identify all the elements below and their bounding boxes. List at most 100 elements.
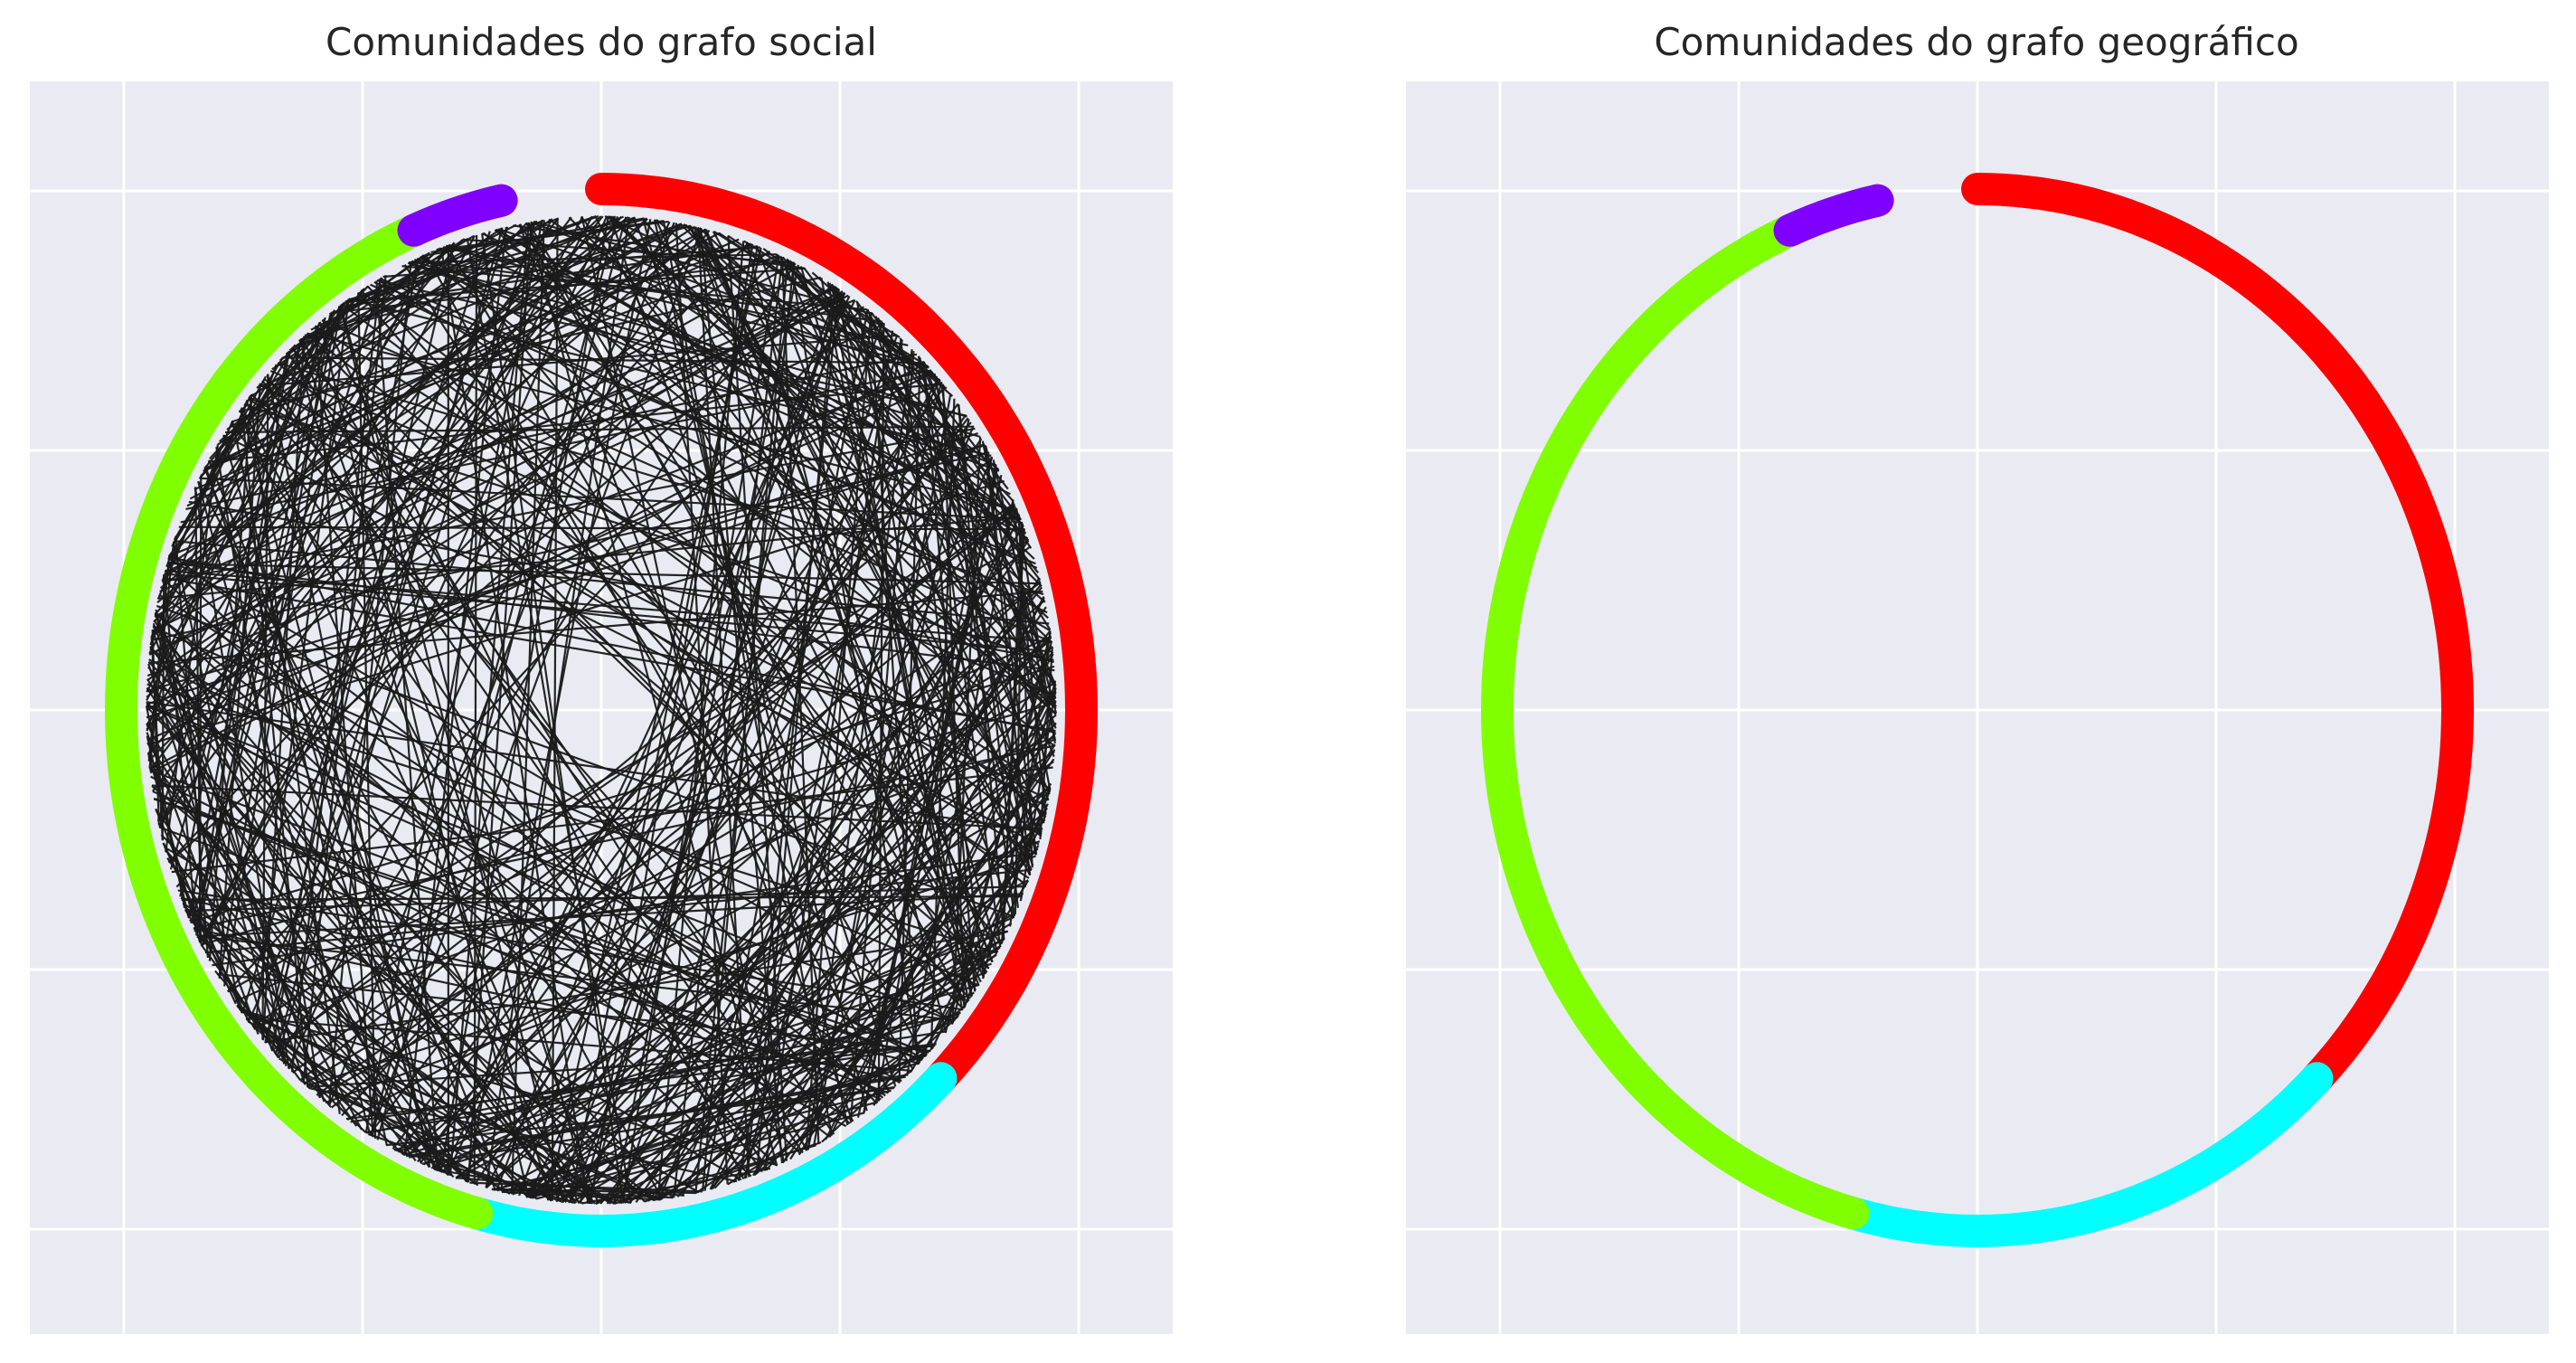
graph-edge (737, 339, 903, 1181)
graph-edge (203, 223, 686, 470)
graph-edge (416, 503, 1015, 1163)
graph-edge (251, 502, 1015, 1028)
graph-edge (917, 803, 1049, 1065)
graph-edge (421, 1085, 895, 1165)
graph-edge (166, 561, 1055, 672)
graph-edge (204, 868, 1033, 954)
graph-edge (189, 919, 616, 1205)
graph-edge (642, 218, 868, 1112)
graph-edge (198, 229, 711, 942)
geo-graph-title: Comunidades do grafo geográfico (1654, 20, 2299, 64)
graph-edge (303, 639, 1052, 1085)
graph-edge (306, 332, 965, 1010)
graph-edge (203, 254, 779, 470)
graph-edge (290, 347, 971, 999)
graph-edge (346, 737, 1056, 1121)
graph-edge (151, 215, 604, 792)
graph-edge (155, 809, 417, 1162)
graph-edge (341, 303, 1043, 838)
graph-edge (467, 222, 533, 1183)
graph-edge (151, 785, 656, 1202)
graph-edge (339, 305, 565, 1203)
community-arc-2 (1481, 184, 1894, 1230)
graph-edge (599, 651, 1054, 1205)
graph-edge (212, 851, 1037, 967)
graph-edge (370, 216, 618, 1136)
graph-edge (146, 732, 259, 1035)
graph-edge (345, 1043, 937, 1121)
graph-edge (198, 288, 365, 479)
graph-edge (755, 286, 836, 1175)
graph-edge (403, 226, 508, 1156)
graph-edge (695, 1014, 959, 1194)
graph-edge (149, 363, 926, 771)
graph-edge (755, 245, 1015, 919)
graph-edge (569, 246, 759, 1203)
graph-edge (448, 222, 530, 1177)
graph-edge (190, 665, 1055, 923)
community-arc-0 (1961, 173, 2474, 1095)
graph-edge (403, 983, 980, 1156)
graph-edge (835, 288, 964, 1011)
graph-edge (981, 440, 1052, 790)
graph-edge (701, 259, 789, 1192)
graph-edge (906, 499, 1014, 1076)
graph-edge (712, 597, 1045, 1189)
graph-edge (473, 234, 478, 1185)
graph-edge (146, 382, 943, 742)
graph-edge (253, 298, 350, 1030)
graph-edge (237, 1006, 479, 1187)
social-graph-title: Comunidades do grafo social (326, 20, 877, 64)
social-graph-plot (30, 81, 1173, 1334)
edge-group (145, 214, 1058, 1205)
graph-edge (1017, 514, 1033, 868)
graph-edge (199, 477, 1021, 521)
graph-edge (273, 457, 994, 1055)
graph-edge (684, 223, 1035, 560)
graph-edge (698, 227, 1030, 542)
graph-edge (655, 219, 998, 955)
graph-edge (158, 253, 428, 828)
graph-edge (627, 946, 1001, 1204)
graph-edge (240, 408, 443, 1173)
graph-edge (146, 443, 986, 719)
graph-edge (156, 215, 617, 604)
graph-edge (302, 275, 387, 1084)
graph-edge (422, 787, 1052, 1166)
graph-edge (403, 264, 914, 1071)
graph-edge (360, 289, 1047, 817)
graph-edge (580, 215, 1046, 819)
graph-edge (159, 826, 889, 1094)
graph-edge (218, 383, 262, 979)
community-arc-0 (585, 173, 1098, 1095)
graph-edge (799, 266, 999, 953)
graph-edge (216, 972, 930, 1053)
graph-edge (368, 1132, 564, 1204)
graph-edge (743, 382, 943, 1179)
graph-edge (376, 216, 627, 1141)
graph-edge (146, 292, 846, 728)
graph-edge (193, 487, 290, 1070)
graph-edge (570, 335, 899, 1204)
graph-edge (162, 216, 637, 581)
graph-edge (519, 223, 977, 991)
graph-edge (446, 299, 856, 1176)
graph-edge (433, 1011, 961, 1170)
graph-edge (316, 582, 1042, 1096)
graph-edge (805, 312, 873, 1151)
graph-edge (781, 788, 1052, 1164)
graph-edge (168, 555, 1056, 734)
graph-edge (481, 232, 1011, 496)
graph-edge (570, 944, 1002, 1204)
graph-edge (147, 663, 274, 1052)
graph-edge (424, 253, 891, 1093)
graph-edge (690, 225, 980, 986)
graph-edge (146, 285, 835, 712)
graph-edge (481, 232, 625, 1204)
graph-edge (164, 848, 455, 1178)
graph-edge (318, 321, 530, 1198)
graph-edge (266, 374, 431, 1168)
graph-edge (165, 563, 802, 1155)
graph-edge (317, 681, 1056, 1098)
graph-edge (314, 326, 374, 1138)
